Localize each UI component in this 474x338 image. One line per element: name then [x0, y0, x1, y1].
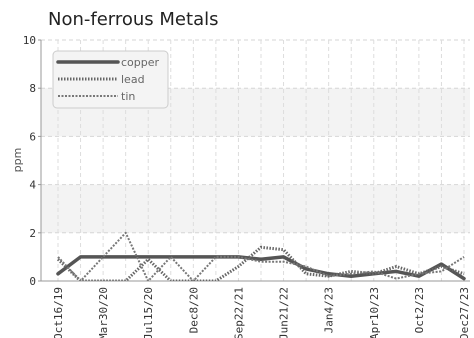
y-tick-label: 10 [23, 34, 36, 47]
y-tick-label: 0 [29, 275, 36, 288]
x-tick-label: Dec8/20 [187, 287, 200, 333]
legend-item-copper[interactable]: copper [56, 56, 160, 69]
y-tick-label: 2 [29, 227, 36, 240]
y-tick-label: 4 [29, 179, 36, 192]
x-tick-label: Jun21/22 [278, 287, 291, 338]
series-line-tin[interactable] [57, 231, 465, 281]
y-tick-label: 8 [29, 82, 36, 95]
x-tick-label: Oct2/23 [413, 287, 426, 333]
plot-band [41, 184, 470, 233]
x-tick-label: Dec27/23 [458, 287, 471, 338]
x-tick-label: Oct16/19 [52, 287, 65, 338]
y-axis-label: ppm [11, 148, 24, 173]
x-tick-label: Sep22/21 [232, 287, 245, 338]
x-tick-labels: Oct16/19 Mar30/20 Jul15/20 Dec8/20 Sep22/21 J… [52, 287, 471, 338]
y-tick-labels: 0 2 4 6 8 10 [23, 34, 41, 288]
x-tick-label: Jul15/20 [142, 287, 155, 338]
chart-title: Non-ferrous Metals [48, 9, 218, 30]
x-tick-label: Jan4/23 [323, 287, 336, 333]
legend-label-lead: lead [121, 73, 145, 86]
plot-background [41, 40, 470, 281]
legend-label-tin: tin [121, 90, 135, 103]
series-line-lead[interactable] [56, 245, 465, 281]
y-tick-label: 6 [29, 130, 36, 143]
series-lines [56, 231, 466, 281]
grid [41, 39, 470, 282]
x-tick-label: Mar30/20 [97, 287, 110, 338]
x-tick-label: Apr10/23 [368, 287, 381, 338]
legend-item-tin[interactable]: tin [58, 90, 135, 103]
series-line-copper[interactable] [56, 255, 466, 281]
legend-label-copper: copper [121, 56, 160, 69]
legend-item-lead[interactable]: lead [58, 73, 145, 86]
legend[interactable]: copper lead tin [52, 50, 169, 109]
